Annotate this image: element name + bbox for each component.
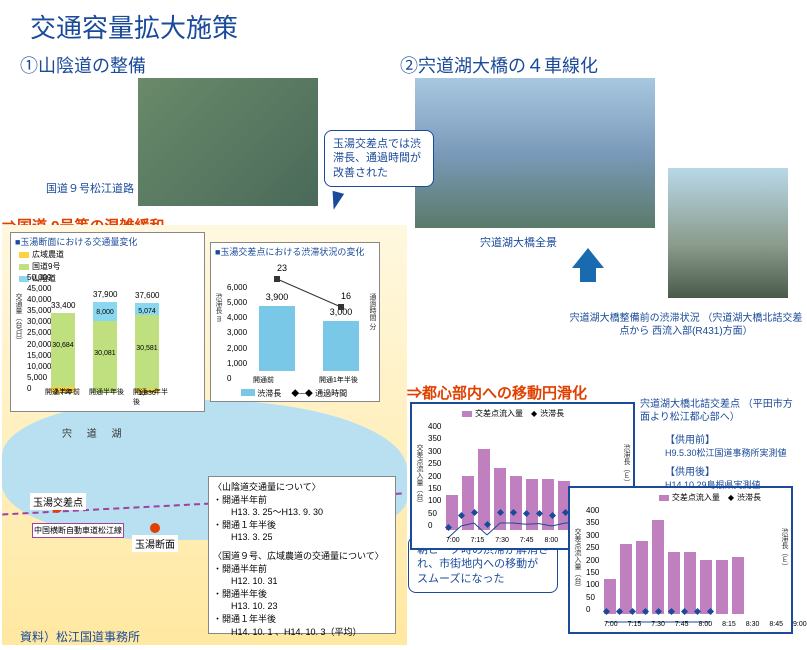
lake-label: 宍 道 湖	[62, 425, 128, 440]
info-line: ・開通半年前	[213, 494, 391, 507]
chart1-bars: 33,40030,6842,71037,9008,00030,08137,600…	[51, 302, 159, 393]
chart3-legend: 交差点流入量 ◆渋滞長	[462, 408, 564, 419]
marker-tamayu-intersection-label: 玉湯交差点	[30, 493, 86, 510]
photo-congestion	[668, 168, 788, 298]
side-before: 【供用前】H9.5.30松江国道事務所実測値	[665, 434, 800, 460]
section-2-title: ②宍道湖大橋の４車線化	[400, 52, 598, 78]
chart3-y1label: 交差点流入量（台）	[414, 444, 424, 507]
chart4-line	[604, 514, 779, 614]
chart1-xaxis: 開通半年前開通半年後開通一年半後	[45, 387, 169, 407]
arrow-up-icon	[572, 248, 604, 268]
photo-route9	[138, 78, 318, 206]
legend-item: 交差点流入量	[672, 492, 720, 503]
marker-tamayu-section-label: 玉湯断面	[132, 535, 178, 552]
info-line: ・開通１年半後	[213, 613, 391, 626]
callout-tail-icon	[328, 191, 344, 211]
info-heading: 〈国道９号、広域農道の交通量について〉	[213, 550, 391, 563]
info-line: H13. 10. 23	[213, 600, 391, 613]
info-line: ・開通半年後	[213, 588, 391, 601]
info-line: ・開通１年半後	[213, 519, 391, 532]
side-after: 【供用後】H14.10.29島根県実測値	[665, 466, 800, 492]
highway-label: 中国横断自動車道松江線	[32, 523, 124, 538]
side-location: 宍道湖大橋北詰交差点 （平田市方面より松江都心部へ）	[640, 398, 795, 424]
photo-bridge-label: 宍道湖大橋全景	[480, 234, 557, 250]
page-title: 交通容量拡大施策	[30, 8, 238, 45]
info-line: ・開通半年前	[213, 563, 391, 576]
legend-item: 渋滞長	[540, 408, 564, 419]
info-line: H14. 10. 1 、H14. 10. 3（平均）	[213, 626, 391, 639]
legend-item: 広域農道	[32, 249, 64, 260]
chart4-yaxis: 050100150200250300350400	[586, 506, 599, 614]
legend-item: 交差点流入量	[475, 408, 523, 419]
chart3-yaxis: 050100150200250300350400	[428, 422, 441, 530]
arrow-stem	[580, 266, 596, 282]
effect-2-title: ⇒都心部内への移動円滑化	[407, 382, 587, 403]
chart1-title: ■玉湯断面における交通量変化	[11, 233, 204, 250]
photo-bridge	[415, 78, 655, 228]
chart3-y2label: 渋滞長（Ｅ）	[621, 444, 631, 486]
photo-route9-label: 国道９号松江道路	[46, 180, 134, 196]
chart-after: 交差点流入量 ◆渋滞長 050100150200250300350400 交差点…	[568, 486, 793, 634]
chart2-y1label: 渋滞長 m	[213, 293, 223, 322]
svg-text:23: 23	[277, 263, 287, 273]
chart-congestion: ■玉湯交差点における渋滞状況の変化 01,0002,0003,0004,0005…	[210, 242, 380, 402]
legend-item: 渋滞長	[737, 492, 761, 503]
chart1-yaxis: 05,00010,00015,00020,00025,00030,00035,0…	[27, 273, 51, 393]
info-heading: 〈山陰道交通量について〉	[213, 481, 391, 494]
chart4-legend: 交差点流入量 ◆渋滞長	[659, 492, 761, 503]
section-1-title: ①山陰道の整備	[20, 52, 146, 78]
chart4-xaxis: 7:007:157:307:458:008:158:308:459:00	[604, 621, 807, 628]
svg-text:16: 16	[341, 291, 351, 301]
info-box: 〈山陰道交通量について〉 ・開通半年前 H13. 3. 25～H13. 9. 3…	[208, 476, 396, 634]
callout-improvement: 玉湯交差点では渋滞長、通過時間が改善された	[324, 130, 434, 187]
chart4-y1label: 交差点流入量（台）	[572, 528, 582, 591]
chart-traffic-volume: ■玉湯断面における交通量変化 広域農道 国道9号 山陰道 05,00010,00…	[10, 232, 205, 412]
chart2-legend: 渋滞長 ◆─◆ 通過時間	[241, 388, 347, 399]
info-line: H13. 3. 25	[213, 531, 391, 544]
photo-congestion-label: 宍道湖大橋整備前の渋滞状況 （宍道湖大橋北詰交差点から 西流入部(R431)方面…	[565, 312, 807, 338]
info-line: H12. 10. 31	[213, 575, 391, 588]
chart2-xaxis: 開通前開通1年半後	[253, 375, 365, 385]
chart2-title: ■玉湯交差点における渋滞状況の変化	[211, 243, 379, 260]
chart2-yaxis: 01,0002,0003,0004,0005,0006,000	[227, 283, 247, 383]
chart4-y2label: 渋滞長（Ｅ）	[779, 528, 789, 570]
marker-tamayu-section	[150, 523, 160, 533]
chart2-line: 2316	[259, 271, 369, 371]
source-citation: 資料）松江国道事務所	[20, 628, 140, 645]
chart1-ylabel: 交通量（台/日）	[13, 293, 23, 344]
legend-item: 国道9号	[32, 261, 60, 272]
info-line: H13. 3. 25～H13. 9. 30	[213, 506, 391, 519]
